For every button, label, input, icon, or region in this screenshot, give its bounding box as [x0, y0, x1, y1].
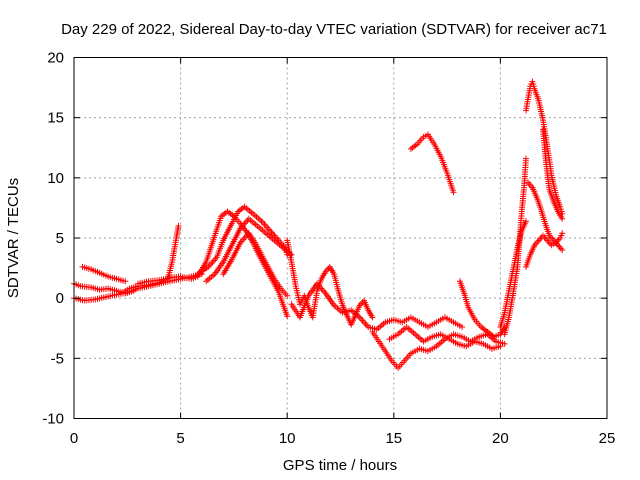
series-trace-16 — [501, 155, 529, 338]
point-markers — [79, 263, 129, 285]
y-axis-label: SDTVAR / TECUs — [5, 178, 22, 298]
series-trace-15 — [497, 218, 529, 330]
axis-ticks: 0 5 10 15 20 25 -10 -5 0 5 10 15 20 — [42, 50, 615, 448]
series-trace-19 — [523, 230, 566, 270]
x-tick-label: 25 — [599, 430, 616, 447]
y-tick-label: -5 — [51, 350, 64, 367]
x-tick-label: 10 — [279, 430, 296, 447]
grid — [74, 57, 607, 419]
point-markers — [194, 203, 291, 278]
x-tick-label: 20 — [492, 430, 509, 447]
series-trace-20 — [540, 126, 566, 222]
x-tick-label: 15 — [385, 430, 402, 447]
series-trace-12 — [386, 324, 504, 352]
series-trace-13 — [407, 131, 457, 196]
point-markers — [284, 237, 376, 328]
y-tick-label: 15 — [47, 110, 64, 127]
series-trace-10 — [288, 280, 465, 333]
series-trace-9 — [284, 237, 376, 328]
point-markers — [540, 126, 566, 222]
x-tick-label: 5 — [176, 430, 184, 447]
chart-title: Day 229 of 2022, Sidereal Day-to-day VTE… — [61, 21, 607, 38]
point-markers — [407, 131, 457, 196]
y-tick-label: 0 — [56, 290, 64, 307]
series-trace-6 — [194, 203, 291, 278]
point-markers — [203, 215, 295, 285]
point-markers — [501, 155, 529, 338]
point-markers — [523, 78, 566, 217]
series-trace-14 — [456, 278, 508, 340]
y-tick-label: 20 — [47, 50, 64, 67]
series-trace-4 — [117, 223, 182, 297]
point-markers — [220, 230, 291, 299]
series-trace-17 — [523, 78, 566, 217]
y-tick-label: 10 — [47, 170, 64, 187]
point-markers — [456, 278, 508, 340]
data-points — [71, 78, 566, 371]
point-markers — [386, 324, 504, 352]
series-trace-3 — [79, 263, 129, 285]
y-tick-label: 5 — [56, 230, 64, 247]
series-trace-8 — [220, 230, 291, 299]
point-markers — [523, 230, 566, 270]
x-tick-label: 0 — [70, 430, 78, 447]
y-tick-label: -10 — [42, 411, 64, 428]
point-markers — [117, 223, 182, 297]
series-trace-7 — [203, 215, 295, 285]
point-markers — [497, 218, 529, 330]
x-axis-label: GPS time / hours — [283, 457, 397, 474]
point-markers — [288, 280, 465, 333]
